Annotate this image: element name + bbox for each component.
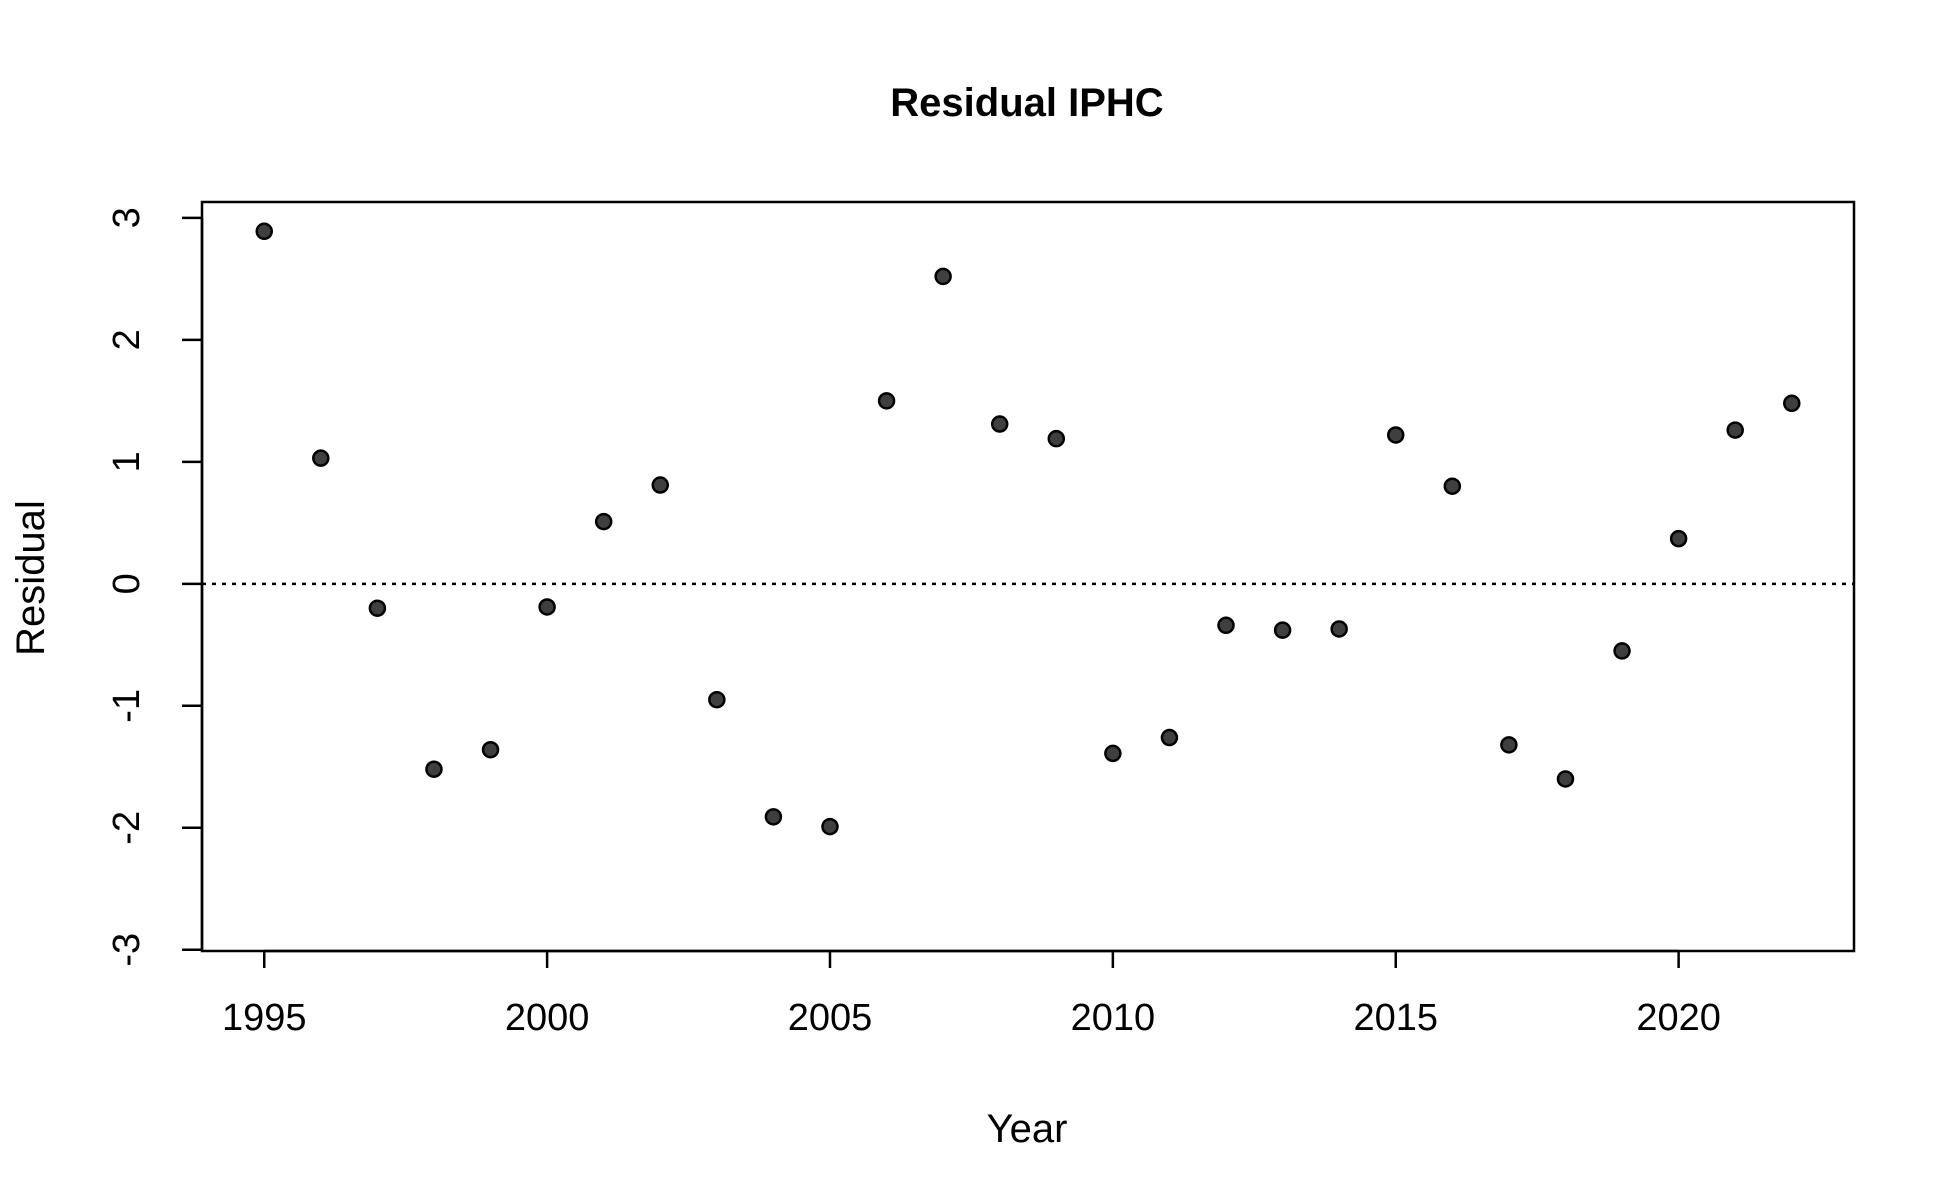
- chart-title: Residual IPHC: [890, 81, 1163, 125]
- data-point: [821, 817, 839, 836]
- data-point: [538, 598, 556, 616]
- y-tick-label: 1: [106, 451, 148, 472]
- y-tick-label: 0: [106, 573, 148, 594]
- x-tick-label: 2020: [1636, 997, 1721, 1039]
- data-point: [1443, 477, 1462, 495]
- data-point: [1273, 621, 1292, 639]
- data-point: [1669, 529, 1688, 548]
- data-point: [1047, 429, 1066, 448]
- x-tick-label: 2005: [788, 997, 873, 1039]
- data-point: [651, 476, 670, 494]
- data-point: [1330, 620, 1348, 638]
- data-point: [990, 415, 1009, 433]
- data-point: [481, 740, 500, 759]
- data-point: [1500, 736, 1518, 754]
- y-axis: -3 -2 -1 0 1 2 3: [106, 207, 204, 967]
- data-point: [1726, 421, 1744, 439]
- data-point: [764, 808, 783, 826]
- data-point: [1160, 728, 1179, 747]
- y-tick-label: -2: [106, 811, 148, 845]
- y-tick-label: -3: [106, 933, 148, 967]
- data-point: [877, 392, 896, 410]
- data-point: [1556, 770, 1575, 788]
- x-tick-label: 1995: [222, 997, 307, 1039]
- data-point: [425, 760, 443, 778]
- data-point: [1104, 744, 1122, 763]
- y-tick-label: 3: [106, 207, 148, 228]
- data-point: [255, 222, 273, 241]
- x-tick-label: 2000: [505, 997, 590, 1039]
- data-point: [1386, 426, 1405, 444]
- data-points: [255, 222, 1801, 836]
- data-point: [368, 599, 387, 617]
- data-point: [708, 690, 726, 709]
- x-tick-label: 2010: [1071, 997, 1156, 1039]
- y-tick-label: 2: [106, 329, 148, 350]
- data-point: [594, 512, 613, 531]
- data-point: [312, 449, 330, 467]
- data-point: [1613, 642, 1631, 660]
- data-point: [1217, 616, 1235, 635]
- x-axis: 1995 2000 2005 2010 2015 2020: [222, 949, 1721, 1039]
- data-point: [934, 267, 952, 286]
- plot-area-frame: [200, 200, 1856, 953]
- x-axis-label: Year: [987, 1107, 1068, 1151]
- y-tick-label: -1: [106, 689, 148, 723]
- y-axis-label: Residual: [9, 500, 53, 656]
- x-tick-label: 2015: [1353, 997, 1438, 1039]
- data-point: [1783, 394, 1801, 413]
